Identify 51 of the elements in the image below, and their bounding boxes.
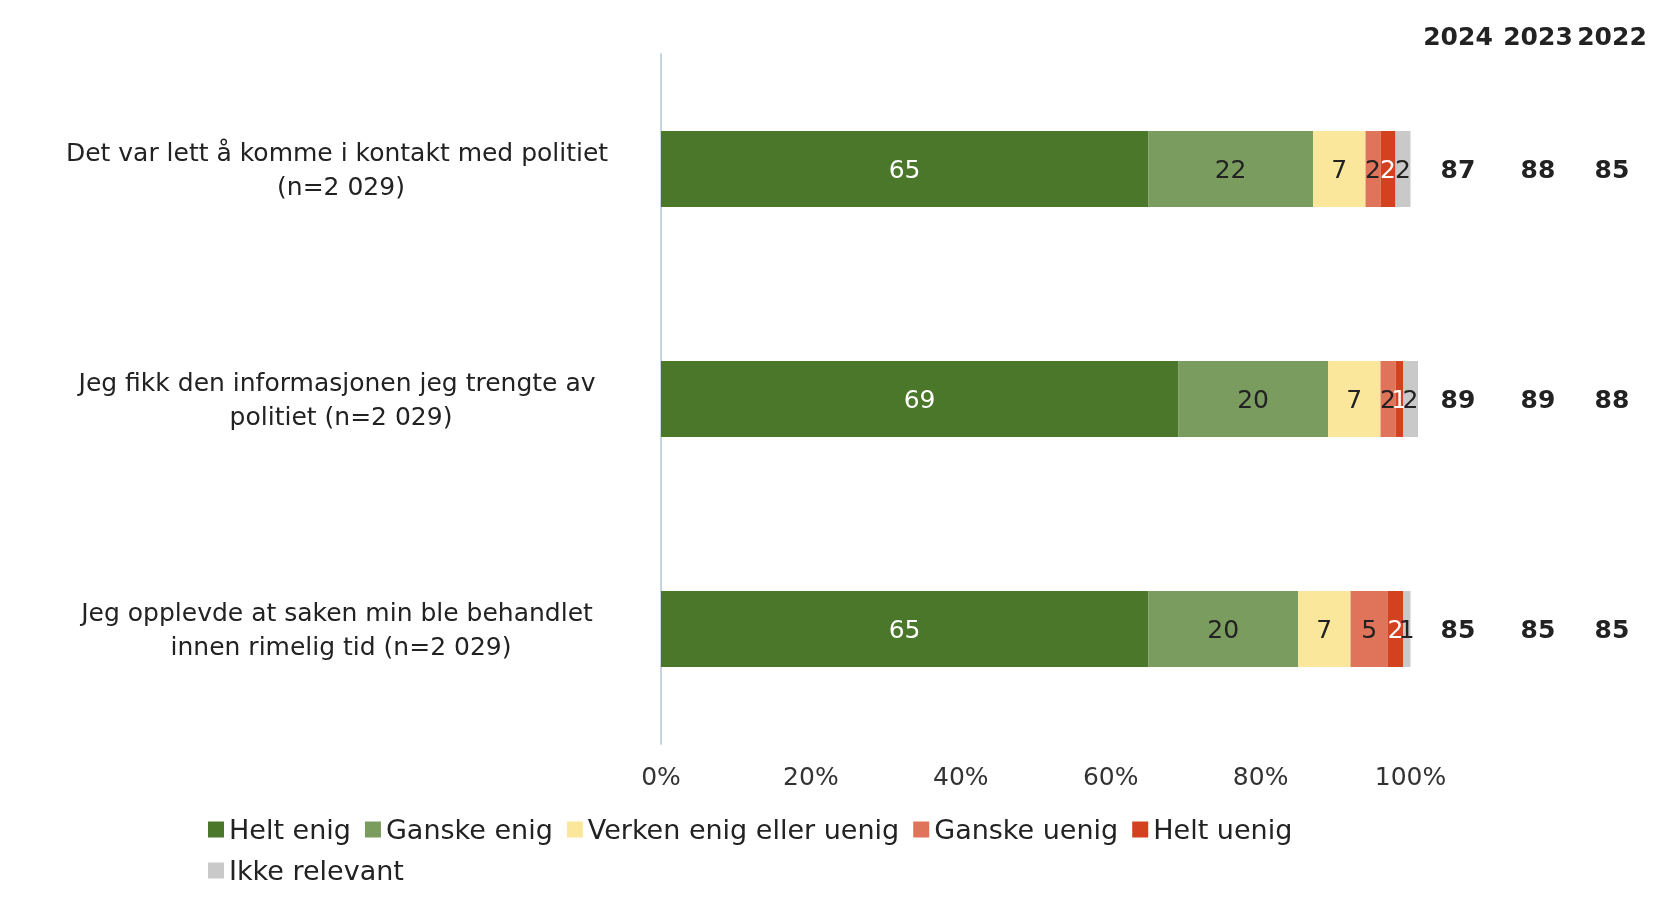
data-label: 7 bbox=[1331, 154, 1348, 184]
data-label: 65 bbox=[888, 614, 921, 644]
x-tick-label: 0% bbox=[641, 762, 681, 791]
y-tick-label: Det var lett å komme i kontakt med politiet (n=2 029) bbox=[65, 137, 617, 201]
x-tick-label: 80% bbox=[1232, 762, 1289, 791]
text: 2022 bbox=[1577, 21, 1647, 51]
x-tick-label: 40% bbox=[933, 762, 989, 791]
bar bbox=[1313, 131, 1366, 207]
text: 85 bbox=[1440, 614, 1476, 644]
text: 85 bbox=[1520, 614, 1556, 644]
data-label: 2 bbox=[1395, 154, 1411, 184]
legend-label: Ganske enig bbox=[385, 814, 553, 845]
text: 2023 bbox=[1503, 21, 1573, 51]
x-tick-label: 100% bbox=[1374, 762, 1447, 791]
legend-label: Helt enig bbox=[229, 814, 351, 845]
bar bbox=[1328, 361, 1381, 437]
data-label: 65 bbox=[888, 154, 921, 184]
data-label: 5 bbox=[1361, 614, 1378, 644]
data-label: 2 bbox=[1365, 154, 1381, 184]
text: 89 bbox=[1520, 384, 1556, 414]
data-label: 2 bbox=[1380, 154, 1396, 184]
text: 85 bbox=[1594, 614, 1630, 644]
y-tick-label: Jeg fikk den informasjonen jeg trengte av politiet (n=2 029) bbox=[76, 367, 604, 431]
bar bbox=[661, 361, 1179, 437]
text: 88 bbox=[1594, 384, 1630, 414]
text: 89 bbox=[1440, 384, 1476, 414]
bar bbox=[661, 591, 1149, 667]
bar bbox=[1148, 131, 1314, 207]
bar bbox=[1178, 361, 1329, 437]
legend-label: Ganske uenig bbox=[934, 814, 1119, 845]
bar bbox=[1403, 361, 1418, 437]
text: 88 bbox=[1520, 154, 1556, 184]
text: 87 bbox=[1440, 154, 1476, 184]
x-tick-label: 20% bbox=[783, 762, 839, 791]
legend-label: Helt uenig bbox=[1153, 814, 1293, 845]
bar bbox=[1148, 591, 1299, 667]
bar bbox=[661, 131, 1149, 207]
bar bbox=[1350, 591, 1389, 667]
legend-label: Ikke relevant bbox=[229, 855, 404, 886]
text: 2024 bbox=[1423, 21, 1493, 51]
legend-label: Verken enig eller uenig bbox=[587, 814, 900, 845]
data-label: 20 bbox=[1207, 614, 1240, 644]
bar bbox=[1298, 591, 1351, 667]
data-label: 20 bbox=[1237, 384, 1270, 414]
data-label: 69 bbox=[903, 384, 936, 414]
y-tick-label: Jeg opplevde at saken min ble behandlet innen rimelig tid (n=2 029) bbox=[79, 597, 601, 661]
data-label: 22 bbox=[1214, 154, 1247, 184]
data-label: 7 bbox=[1346, 384, 1363, 414]
text: 85 bbox=[1594, 154, 1630, 184]
data-label: 7 bbox=[1316, 614, 1333, 644]
x-tick-label: 60% bbox=[1082, 762, 1139, 791]
